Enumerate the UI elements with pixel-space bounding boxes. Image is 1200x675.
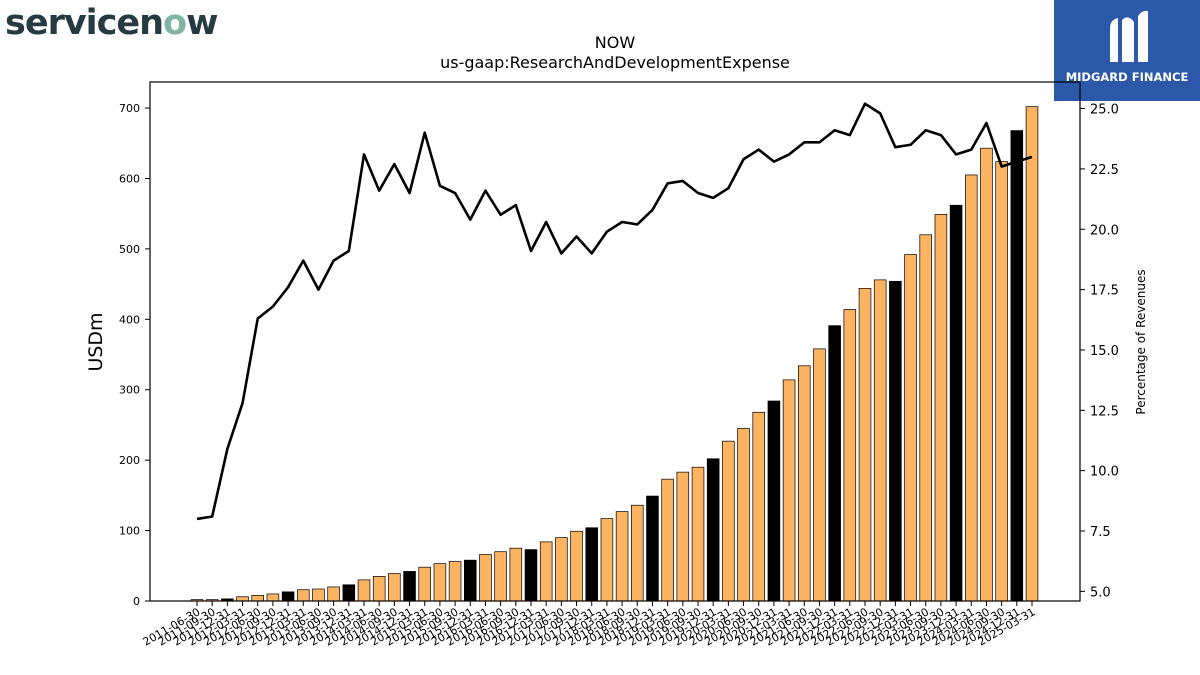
bar	[539, 541, 553, 602]
bar	[934, 214, 948, 602]
bar	[797, 365, 811, 602]
midgard-m-icon	[1110, 10, 1148, 62]
bar	[828, 325, 841, 602]
y-tick-label: 700	[119, 102, 140, 115]
y-tick-label: 200	[119, 454, 140, 467]
bar	[767, 400, 781, 602]
bar	[676, 471, 690, 602]
bar	[661, 478, 674, 602]
bar	[524, 549, 538, 602]
bar	[312, 588, 325, 602]
bar	[813, 348, 826, 602]
bar	[889, 280, 902, 602]
y2-tick-label: 5.0	[1090, 585, 1111, 600]
bar	[494, 551, 507, 602]
servicenow-logo: servicenow	[5, 2, 220, 43]
midgard-finance-logo: MIDGARD FINANCE	[1054, 0, 1200, 101]
bar	[752, 411, 765, 602]
bar	[615, 511, 629, 602]
bar	[555, 537, 568, 602]
bar	[706, 458, 720, 602]
bar	[327, 586, 340, 602]
bar	[357, 579, 371, 602]
bar	[964, 174, 978, 602]
bar	[737, 428, 750, 602]
bar	[630, 504, 644, 602]
bar	[570, 530, 583, 602]
bar	[509, 547, 523, 602]
servicenow-wordmark: servicenow	[5, 3, 218, 42]
bar	[448, 561, 462, 602]
y-tick-label: 600	[119, 172, 140, 185]
bar	[995, 161, 1008, 602]
revenue-percentage-line	[196, 102, 1033, 521]
bar	[342, 584, 356, 602]
plot-frame	[149, 81, 1081, 602]
plot-area: 0 100 200 300 400 500 600 700 5.0 7.5 10.0 12.5 15.0…	[119, 81, 1119, 649]
bar	[782, 379, 796, 602]
bar	[1010, 130, 1024, 602]
chart-subtitle: us-gaap:ResearchAndDevelopmentExpense	[440, 53, 790, 72]
bar	[266, 593, 280, 602]
y2-tick-label: 7.5	[1090, 525, 1111, 540]
bar	[297, 589, 310, 602]
bar	[464, 559, 477, 602]
y2-tick-label: 20.0	[1090, 223, 1119, 238]
bar	[418, 566, 431, 602]
bar	[479, 554, 492, 602]
y-tick-label: 0	[133, 595, 140, 608]
bar	[281, 591, 295, 602]
y2-tick-label: 25.0	[1090, 103, 1119, 118]
bar	[980, 147, 993, 602]
y2-axis-label: Percentage of Revenues	[1134, 269, 1148, 414]
bar	[1025, 106, 1039, 602]
bar	[691, 466, 705, 602]
y2-tick-label: 15.0	[1090, 344, 1119, 359]
y-tick-label: 400	[119, 313, 140, 326]
bar	[873, 279, 887, 602]
y2-tick-label: 22.5	[1090, 163, 1119, 178]
bar	[843, 309, 857, 602]
bar	[372, 575, 386, 602]
bar	[646, 495, 659, 602]
y-tick-label: 300	[119, 384, 140, 397]
bar	[403, 571, 416, 602]
y-tick-label: 100	[119, 525, 140, 538]
bar	[722, 440, 735, 602]
y-axis-label: USDm	[85, 312, 107, 371]
bar	[949, 204, 963, 602]
bar	[251, 595, 264, 602]
bar	[919, 234, 932, 602]
bar	[236, 596, 249, 602]
bar	[388, 573, 401, 602]
bar	[585, 527, 598, 602]
y2-tick-label: 17.5	[1090, 284, 1119, 299]
y2-tick-label: 10.0	[1090, 465, 1119, 480]
bar	[600, 518, 614, 602]
chart-title: NOW	[595, 33, 636, 52]
y-tick-label: 500	[119, 243, 140, 256]
midgard-finance-label: MIDGARD FINANCE	[1065, 70, 1189, 84]
bar	[904, 254, 917, 602]
y2-tick-label: 12.5	[1090, 404, 1119, 419]
bar	[433, 563, 447, 602]
bar	[858, 287, 872, 602]
